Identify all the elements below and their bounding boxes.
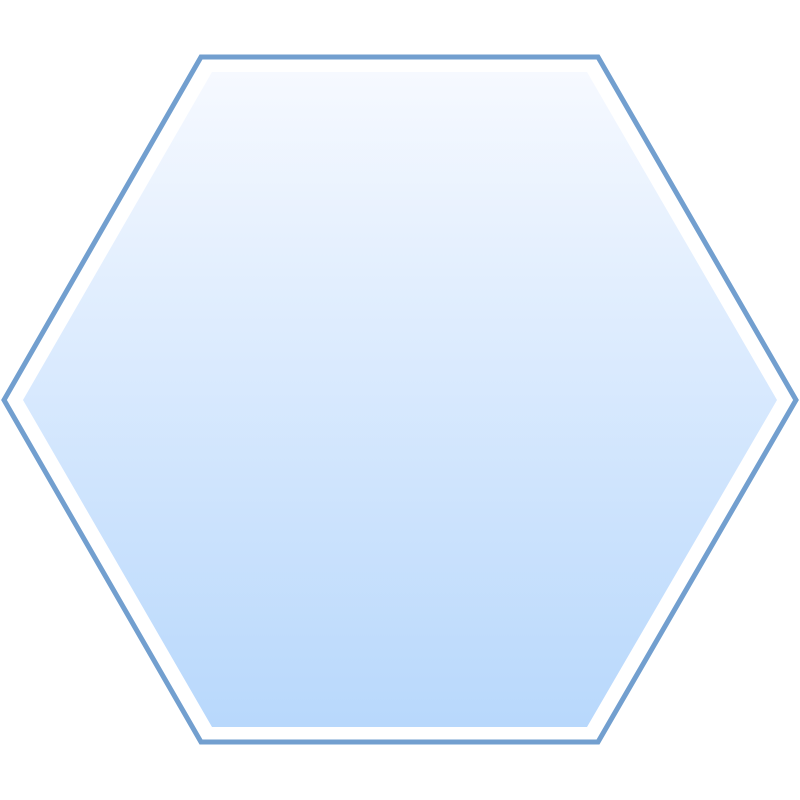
hexagon-fill — [23, 72, 777, 727]
